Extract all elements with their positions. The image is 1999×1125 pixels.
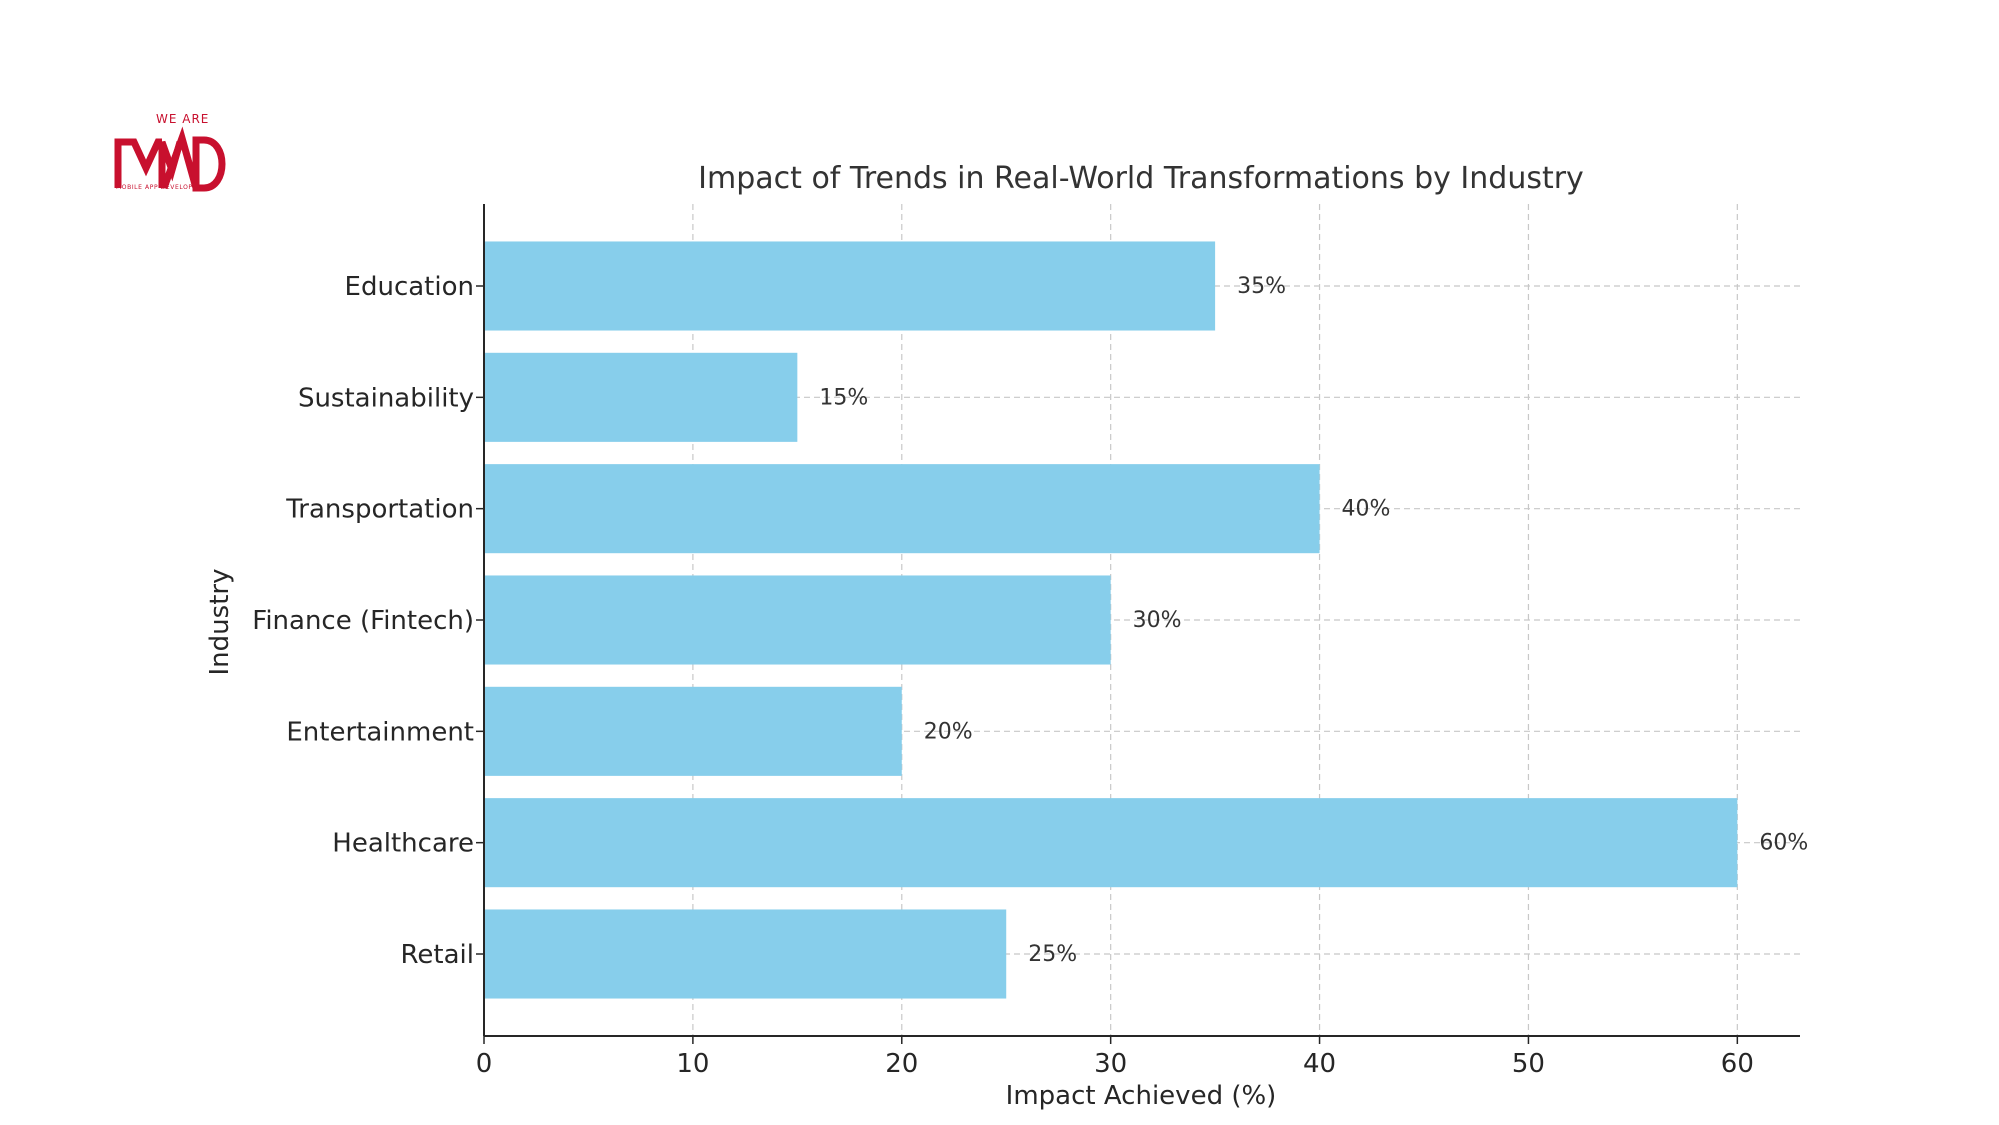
bar <box>484 575 1111 665</box>
y-tick-label: Entertainment <box>286 717 474 747</box>
data-label: 60% <box>1759 831 1808 856</box>
mad-logo: WE ARE MOBILE APP DEVELOPERS <box>112 112 232 194</box>
y-tick-label: Healthcare <box>332 829 474 859</box>
bar <box>484 241 1216 331</box>
y-tick-label: Education <box>345 272 474 302</box>
bar <box>484 909 1007 999</box>
logo-top-text: WE ARE <box>156 112 210 126</box>
chart-title: Impact of Trends in Real-World Transform… <box>698 161 1584 196</box>
bars <box>484 241 1738 999</box>
x-tick-label: 50 <box>1512 1049 1545 1079</box>
logo-mark <box>114 126 226 192</box>
x-tick-label: 0 <box>476 1049 493 1079</box>
logo-sub-text: MOBILE APP DEVELOPERS <box>116 184 207 191</box>
data-label: 25% <box>1028 942 1077 967</box>
y-tick-label: Sustainability <box>298 383 474 413</box>
data-label: 30% <box>1133 608 1182 633</box>
data-label: 20% <box>924 719 973 744</box>
bar <box>484 464 1320 554</box>
y-tick-label: Finance (Fintech) <box>252 606 474 636</box>
x-tick-label: 20 <box>885 1049 918 1079</box>
x-axis-label: Impact Achieved (%) <box>1006 1081 1277 1111</box>
bar <box>484 686 902 776</box>
data-label: 40% <box>1342 497 1391 522</box>
y-ticks: Education Sustainability Transportation Fin… <box>252 272 484 970</box>
x-ticks: 0 10 20 30 40 50 60 <box>476 1036 1754 1079</box>
y-tick-label: Transportation <box>285 495 474 525</box>
y-tick-label: Retail <box>401 940 474 970</box>
x-tick-label: 30 <box>1094 1049 1127 1079</box>
y-axis-label: Industry <box>205 569 235 676</box>
data-label: 35% <box>1237 274 1286 299</box>
x-tick-label: 40 <box>1303 1049 1336 1079</box>
bar <box>484 352 798 442</box>
data-label: 15% <box>819 385 868 410</box>
x-tick-label: 60 <box>1721 1049 1754 1079</box>
bar <box>484 798 1738 888</box>
data-labels: 35% 15% 40% 30% 20% 60% 25% <box>819 274 1808 967</box>
x-tick-label: 10 <box>676 1049 709 1079</box>
